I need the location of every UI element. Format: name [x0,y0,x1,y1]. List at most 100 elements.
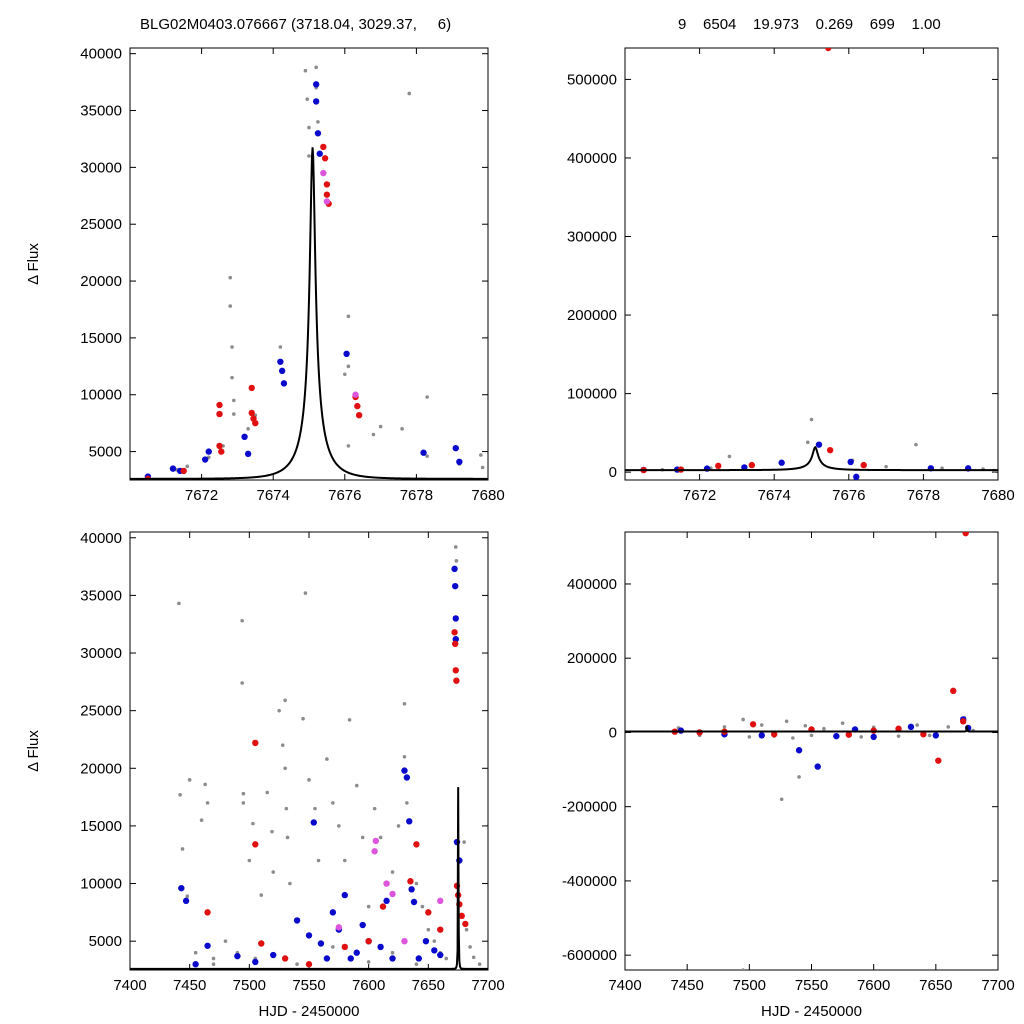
data-point-red [437,926,444,933]
y-tick-label: 20000 [80,273,122,290]
data-points [625,48,998,480]
data-point-red [462,920,469,928]
data-point-grey [230,375,234,380]
axes-frame [129,47,489,481]
data-point-red [425,909,432,916]
data-point-grey [741,968,745,970]
data-point-grey [400,427,404,431]
data-point-grey [396,824,401,828]
data-point-grey [283,698,287,703]
data-point-magenta [401,937,408,945]
y-tick-label: 500000 [567,71,617,88]
data-point-grey [453,545,458,549]
data-point-grey [444,956,449,961]
data-point-grey [295,962,299,967]
data-point-red [453,677,460,684]
data-point-blue [389,955,396,962]
data-point-blue [343,350,350,358]
data-point-red [826,446,834,454]
y-tick-label: 10000 [80,876,122,893]
x-tick-label: 7672 [185,487,218,504]
y-tick-label: 40000 [80,530,122,547]
data-point-grey [337,824,341,828]
data-point-grey [223,939,228,943]
data-point-blue [907,723,915,731]
data-point-blue [431,947,438,954]
data-point-blue [422,937,430,945]
data-point-grey [232,412,236,416]
data-point-grey [270,829,274,834]
data-point-grey [316,858,321,863]
x-tick-label: 7450 [670,977,703,994]
data-point-grey [914,442,918,447]
data-point-grey [247,858,252,863]
data-point-red [323,191,331,198]
data-point-blue [452,615,459,622]
data-point-blue [353,949,360,956]
data-point-grey [283,766,287,771]
data-point-magenta [371,848,378,855]
x-axis-label: HJD - 2450000 [761,1003,862,1020]
data-point-blue [451,582,459,590]
data-point-grey [454,559,459,563]
data-point-grey [211,962,216,967]
data-point-blue [758,732,765,739]
model-curve [130,787,488,970]
y-tick-label: 400000 [567,150,617,167]
data-point-magenta [352,391,359,398]
data-point-blue [456,458,463,466]
data-point-grey [285,835,290,840]
data-point-red [204,909,211,916]
data-point-blue [437,951,444,959]
y-tick-label: 0 [609,724,617,741]
data-point-grey [809,417,814,422]
x-tick-label: 7650 [412,977,445,994]
data-point-blue [870,733,877,741]
data-point-grey [805,440,810,445]
data-point-blue [312,81,320,88]
data-point-grey [759,723,764,727]
data-point-grey [402,701,407,706]
data-point-grey [414,881,419,886]
data-point-grey [432,939,437,943]
data-point-red [771,731,778,738]
data-point-grey [230,345,234,349]
data-point-blue [280,380,288,387]
data-point-grey [343,372,347,377]
data-point-blue [406,818,413,825]
data-point-grey [414,962,419,967]
y-tick-label: 300000 [567,229,617,246]
data-point-red [252,841,259,848]
data-point-red [935,757,942,764]
data-point-grey [366,960,371,964]
data-point-grey [346,314,351,319]
data-point-grey [205,801,210,805]
data-point-red [379,903,387,910]
data-point-grey [859,735,864,739]
y-tick-label: 30000 [80,159,122,176]
x-tick-label: 7674 [257,487,290,504]
data-point-grey [425,395,429,399]
data-point-grey [407,91,412,96]
data-point-grey [305,97,310,101]
data-point-red [321,155,329,162]
data-point-blue [270,951,277,959]
data-point-red [959,718,967,725]
data-point-grey [378,835,383,840]
data-point-red [281,955,289,962]
data-point-grey [185,894,190,899]
y-tick-label: 25000 [80,703,122,720]
y-tick-label: 35000 [80,103,122,120]
data-point-red [218,448,225,455]
data-point-grey [822,726,826,731]
y-tick-label: 20000 [80,760,122,777]
data-point-blue [169,465,177,472]
data-point-grey [346,364,351,369]
data-point-blue [323,955,331,962]
data-points [130,545,488,970]
data-point-red [355,412,363,419]
data-point-grey [265,790,270,795]
data-point-grey [366,904,371,909]
y-tick-label: 40000 [80,46,122,63]
data-point-grey [884,464,888,469]
